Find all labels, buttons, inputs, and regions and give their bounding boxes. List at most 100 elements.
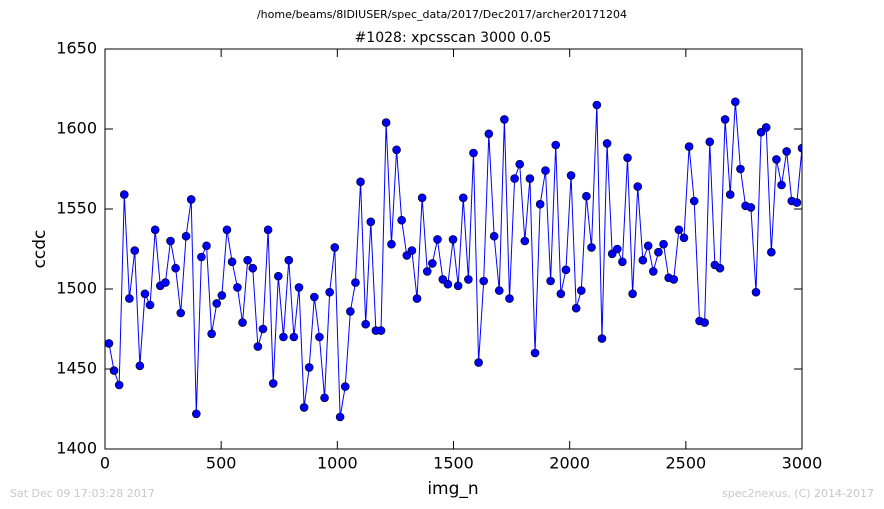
data-point <box>335 412 345 422</box>
data-point <box>140 289 150 299</box>
data-point <box>556 289 566 299</box>
data-point <box>659 239 668 249</box>
data-point <box>274 271 283 281</box>
data-point <box>505 294 514 303</box>
data-point <box>689 196 699 206</box>
data-point <box>530 348 540 358</box>
data-point <box>592 100 602 110</box>
x-tick-label: 1000 <box>317 454 358 473</box>
data-point <box>731 97 740 107</box>
data-point <box>422 267 432 276</box>
data-point <box>551 140 561 150</box>
data-point <box>679 233 689 243</box>
data-point <box>669 275 679 284</box>
data-point <box>284 255 294 265</box>
data-point <box>700 318 709 327</box>
data-point <box>546 276 555 286</box>
data-point <box>746 203 756 212</box>
y-tick-label: 1450 <box>56 359 97 378</box>
data-point <box>310 292 319 302</box>
data-point <box>125 294 134 303</box>
data-point <box>443 279 453 289</box>
data-point <box>767 247 776 257</box>
x-tick-label: 2000 <box>549 454 590 473</box>
data-point <box>217 291 227 300</box>
data-point <box>304 363 314 372</box>
data-point <box>192 409 201 419</box>
data-point <box>571 303 581 313</box>
data-point <box>346 307 355 316</box>
data-point <box>433 235 442 244</box>
data-point <box>720 115 730 124</box>
data-point <box>576 286 586 295</box>
data-point <box>135 361 145 371</box>
data-point <box>212 299 222 308</box>
data-point <box>248 263 258 273</box>
data-point <box>772 155 781 164</box>
data-point <box>618 257 627 267</box>
data-point <box>243 255 252 265</box>
data-point <box>387 239 396 249</box>
data-point <box>561 265 571 275</box>
data-point <box>520 236 530 246</box>
data-point <box>725 190 735 199</box>
data-point <box>566 171 576 180</box>
data-point <box>643 241 653 251</box>
data-point <box>325 287 334 297</box>
data-point <box>489 231 499 241</box>
data-point <box>397 215 406 225</box>
data-point <box>623 153 632 163</box>
x-tick-label: 0 <box>100 454 110 473</box>
data-point <box>782 147 791 156</box>
x-tick-label: 2500 <box>665 454 706 473</box>
data-point <box>777 180 786 190</box>
data-point <box>628 289 637 299</box>
data-point <box>453 281 463 291</box>
data-point <box>361 319 370 329</box>
data-point <box>330 243 340 252</box>
data-point <box>792 198 802 207</box>
data-point <box>417 193 427 203</box>
data-point <box>279 332 288 342</box>
data-point <box>222 225 232 235</box>
data-point <box>602 139 612 148</box>
data-point <box>299 403 309 412</box>
y-tick-label: 1550 <box>56 199 97 218</box>
data-point <box>515 159 525 169</box>
data-point <box>381 118 391 127</box>
y-tick-label: 1400 <box>56 439 97 458</box>
data-point <box>105 339 114 348</box>
data-point <box>479 276 489 286</box>
data-point <box>684 142 694 151</box>
data-point <box>351 278 360 287</box>
data-point <box>797 143 802 153</box>
data-point <box>202 241 211 251</box>
data-point <box>428 259 437 268</box>
data-point <box>114 380 124 390</box>
footer-left: Sat Dec 09 17:03:28 2017 <box>10 487 155 500</box>
data-point <box>294 283 304 292</box>
chart-title: #1028: xpcsscan 3000 0.05 <box>355 30 552 46</box>
data-point <box>392 145 401 155</box>
data-point <box>253 342 263 351</box>
data-point <box>145 300 155 310</box>
data-point <box>597 334 607 343</box>
data-point <box>181 231 191 241</box>
data-point <box>263 225 273 235</box>
data-point <box>736 164 745 174</box>
data-point <box>227 257 237 267</box>
data-point <box>525 174 535 183</box>
data-point <box>751 287 761 297</box>
data-point <box>484 129 494 139</box>
data-point <box>366 217 376 227</box>
data-point <box>494 286 504 295</box>
data-point <box>238 318 247 327</box>
y-tick-label: 1500 <box>56 279 97 298</box>
data-point <box>612 244 622 254</box>
x-axis-label: img_n <box>427 479 478 499</box>
y-axis-label: ccdc <box>30 230 50 269</box>
data-point <box>448 235 458 244</box>
data-point <box>535 199 545 209</box>
data-line <box>108 101 802 418</box>
